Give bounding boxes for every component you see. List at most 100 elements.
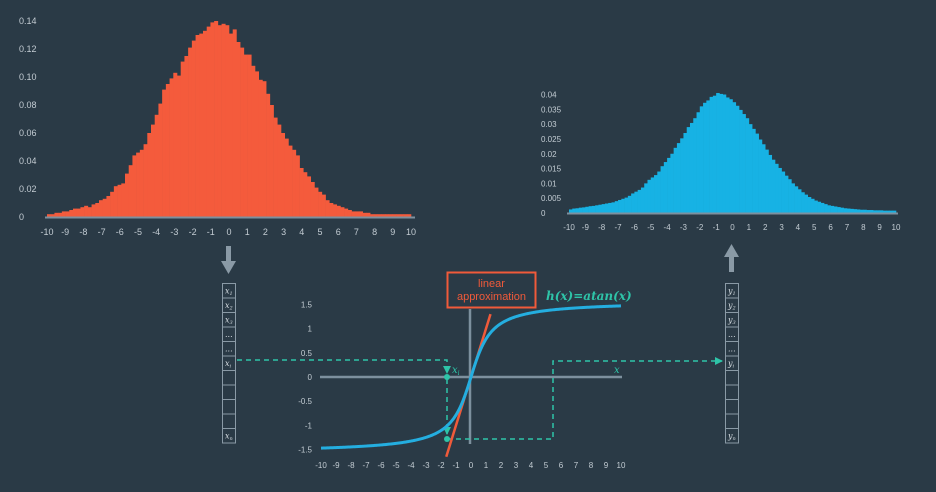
input-vector-cell-label: x2	[225, 301, 233, 312]
output-histogram-bar	[755, 133, 759, 213]
input-histogram-bar	[58, 212, 63, 217]
output-histogram-bar	[680, 138, 684, 213]
input-histogram-x-tick-label: 9	[390, 227, 395, 237]
output-histogram-bar	[598, 204, 602, 213]
input-histogram-bar	[169, 78, 174, 218]
output-point-marker	[444, 436, 450, 442]
output-histogram-bar	[614, 201, 619, 213]
output-histogram-x-tick-label: -7	[614, 223, 622, 232]
function-plot-x-tick-label: -7	[362, 461, 370, 470]
input-histogram-bar	[188, 47, 193, 217]
output-vector-cell	[725, 428, 739, 444]
output-histogram-bar	[712, 95, 717, 213]
input-vector-cell	[222, 399, 236, 415]
input-histogram-bar	[184, 56, 189, 217]
input-histogram-bar	[225, 25, 230, 218]
input-histogram-bar	[110, 191, 115, 217]
function-plot-y-tick-label: -1	[305, 421, 313, 430]
input-histogram-bar	[407, 214, 412, 217]
input-histogram-x-tick-label: -4	[152, 227, 160, 237]
input-histogram-bar	[292, 149, 297, 217]
function-plot-y-ticks: 1.5 1 0.5 0 -0.5 -1 -1.5	[298, 301, 312, 455]
output-histogram-x-tick-label: -6	[631, 223, 639, 232]
input-histogram-bar	[255, 71, 260, 218]
atan-curve	[320, 304, 622, 450]
output-histogram-bar	[866, 210, 871, 213]
input-histogram-bar	[91, 204, 96, 217]
function-plot-x-tick-label: -5	[392, 461, 400, 470]
output-histogram-bar	[752, 128, 756, 213]
output-histogram-bar	[627, 195, 632, 213]
output-histogram-bar	[791, 183, 795, 214]
input-histogram-bar	[385, 214, 390, 217]
output-histogram-y-tick-label: 0.04	[541, 91, 557, 100]
input-histogram-bar	[61, 211, 66, 217]
output-histogram-bar	[794, 186, 799, 213]
input-histogram-bar	[377, 214, 382, 217]
input-histogram-bar	[136, 152, 141, 217]
output-histogram-bar	[771, 159, 776, 213]
output-histogram-bar	[719, 93, 723, 213]
output-histogram-bar	[820, 202, 825, 213]
function-plot-y-tick-label: 1.5	[301, 301, 313, 310]
linear-approximation-box	[446, 271, 537, 309]
input-histogram-bar	[173, 72, 178, 217]
output-histogram-x-tick-label: -5	[647, 223, 655, 232]
input-to-point-dashed-arrow	[237, 359, 451, 374]
input-histogram-bar	[373, 214, 378, 217]
function-plot-x-tick-label: -4	[407, 461, 415, 470]
function-plot-x-tick-label: -10	[315, 461, 327, 470]
output-histogram-x-tick-label: -9	[582, 223, 590, 232]
input-histogram-x-tick-label: -9	[61, 227, 69, 237]
output-histogram-x-tick-label: -2	[696, 223, 704, 232]
x-axis-label: x	[614, 365, 620, 376]
input-histogram-bar	[199, 33, 204, 217]
function-plot-x-tick-label: 1	[484, 461, 489, 470]
input-histogram-x-tick-label: 4	[299, 227, 304, 237]
output-vector-cell	[725, 413, 739, 429]
output-histogram-bar	[716, 93, 720, 213]
function-plot-x-tick-label: 7	[574, 461, 579, 470]
output-histogram-bar	[863, 209, 867, 213]
output-histogram-bar	[585, 206, 589, 213]
input-histogram-x-tick-label: -7	[98, 227, 106, 237]
output-histogram-bar	[706, 100, 710, 213]
output-histogram-bar	[693, 118, 697, 213]
output-histogram-bar	[804, 194, 809, 213]
output-histogram-bar	[654, 175, 658, 213]
input-vector: x1 x2 x3...... xi xn	[222, 283, 236, 444]
output-histogram-x-tick-label: 4	[796, 223, 801, 232]
input-histogram-x-tick-label: 7	[354, 227, 359, 237]
output-histogram-bar	[604, 203, 609, 213]
output-histogram-bar	[742, 114, 746, 213]
output-histogram-bar	[660, 166, 665, 213]
function-plot-x-tick-label: 3	[514, 461, 519, 470]
input-histogram-bar	[344, 208, 349, 217]
output-histogram-bar	[611, 202, 616, 213]
input-vector-cell	[222, 413, 236, 429]
output-histogram-bar	[748, 124, 753, 214]
input-vector-cell	[222, 428, 236, 444]
input-histogram-bar	[158, 103, 163, 217]
input-histogram-bar	[277, 124, 282, 217]
input-histogram-x-tick-label: 10	[406, 227, 416, 237]
output-histogram-bar	[797, 189, 802, 213]
input-histogram-bar	[381, 214, 386, 217]
output-histogram-bar	[631, 193, 635, 213]
output-histogram-bar	[582, 207, 586, 213]
output-histogram-bar	[601, 204, 606, 213]
output-histogram-y-tick-label: 0.025	[541, 135, 562, 144]
input-histogram-bar	[310, 182, 315, 217]
output-histogram-bar	[882, 210, 887, 213]
input-histogram-bar	[266, 93, 271, 217]
output-histogram-bar	[663, 162, 668, 213]
output-histogram-x-tick-label: -1	[713, 223, 721, 232]
input-histogram-bar	[76, 208, 81, 217]
output-vector-cell-label: y3	[727, 316, 736, 327]
function-plot-x-tick-label: 6	[559, 461, 564, 470]
input-histogram-bar	[236, 42, 241, 217]
input-vector-cell-label: x3	[225, 316, 233, 327]
input-histogram-bar	[117, 184, 122, 217]
input-histogram-bar	[359, 211, 364, 217]
output-histogram-bar	[673, 147, 678, 213]
